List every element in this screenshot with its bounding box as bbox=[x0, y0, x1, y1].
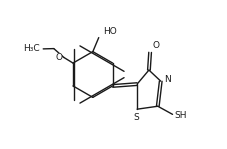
Text: SH: SH bbox=[174, 111, 187, 120]
Text: H₃C: H₃C bbox=[23, 44, 40, 53]
Text: O: O bbox=[55, 53, 62, 62]
Text: N: N bbox=[164, 75, 171, 84]
Text: O: O bbox=[152, 41, 159, 50]
Text: HO: HO bbox=[103, 27, 117, 36]
Text: S: S bbox=[133, 113, 139, 122]
